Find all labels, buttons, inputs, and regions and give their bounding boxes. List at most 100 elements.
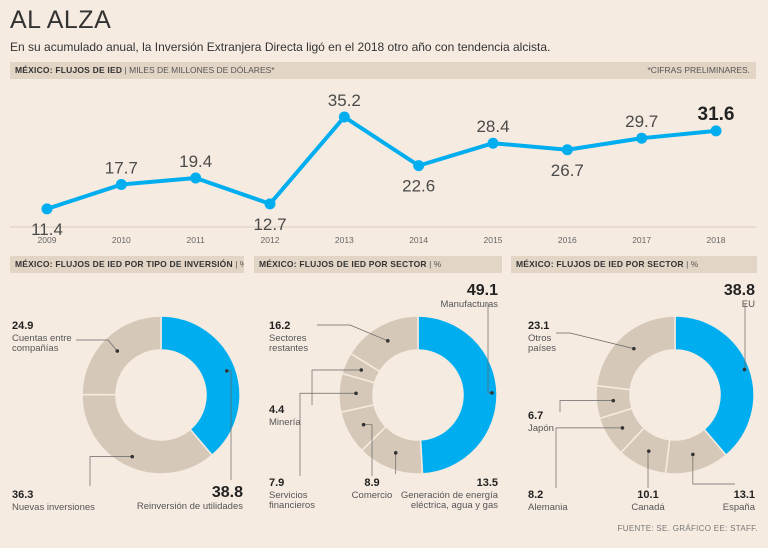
donut-pais-slice-6 [595, 315, 676, 391]
donut-pais-name-6-line-2: países [528, 343, 556, 354]
data-label-2013: 35.2 [328, 91, 361, 110]
donut-pais-value-3: 10.1 [637, 489, 658, 501]
donut-sector-name-2-line-1: Generación de energía [401, 490, 499, 501]
data-point-2017 [636, 132, 648, 144]
donut-unit-tipo: % [240, 259, 244, 269]
donut-sector-leader-5 [311, 369, 362, 405]
donut-pais-leader-dot-4 [620, 426, 625, 430]
donut-sector-value-1: 49.1 [467, 282, 498, 299]
donut-sector-name-5: Minería [269, 417, 301, 428]
donut-header-tipo: MÉXICO: FLUJOS DE IED POR TIPO DE INVERS… [10, 256, 244, 273]
donut-sector-value-3: 8.9 [364, 477, 379, 489]
donut-tipo-slice-2 [81, 393, 214, 475]
donut-pais-leader-4 [555, 427, 623, 488]
donut-title-pais: MÉXICO: FLUJOS DE IED POR SECTOR [516, 259, 684, 269]
data-label-2014: 22.6 [402, 177, 435, 196]
donut-pais-name-3: Canadá [631, 502, 665, 513]
donut-sector-leader-dot-2 [393, 451, 398, 455]
data-label-2015: 28.4 [476, 117, 509, 136]
donut-unit-pais: % [690, 259, 699, 269]
donut-sector-leader-6 [317, 324, 388, 342]
x-tick-label-2017: 2017 [632, 235, 651, 245]
donut-sector-leader-dot-5 [359, 368, 364, 372]
x-tick-label-2015: 2015 [484, 235, 503, 245]
donut-pais-leader-5 [559, 400, 614, 412]
donut-sector-slice-6 [349, 315, 419, 373]
donut-pais-leader-2 [692, 454, 735, 485]
donut-sector-value-6: 16.2 [269, 320, 290, 332]
donut-pais-leader-dot-6 [632, 346, 636, 351]
donut-sector-name-6-line-2: restantes [269, 343, 308, 354]
donut-pais-value-2: 13.1 [734, 489, 755, 501]
donut-tipo-leader-3 [76, 339, 118, 352]
donut-sector-name-1: Manufacturas [440, 299, 498, 310]
line-chart-header: MÉXICO: FLUJOS DE IED | MILES DE MILLONE… [10, 62, 756, 79]
donut-sector-name-3: Comercio [352, 490, 393, 501]
donut-tipo-value-3: 24.9 [12, 320, 33, 332]
donut-sector-value-2: 13.5 [477, 477, 498, 489]
x-tick-label-2018: 2018 [707, 235, 726, 245]
line-chart-title: MÉXICO: FLUJOS DE IED [15, 65, 123, 75]
donut-sector-name-4-line-1: Servicios [269, 490, 308, 501]
donut-tipo-name-3-line-2: compañías [12, 343, 59, 354]
data-label-2011: 19.4 [179, 152, 212, 171]
donut-tipo-slice-3 [81, 315, 162, 396]
donut-tipo-leader-dot-2 [130, 454, 135, 459]
donut-tipo-leader-dot-1 [224, 369, 229, 373]
donut-pais-leader-dot-2 [691, 452, 695, 457]
line-chart-unit: MILES DE MILLONES DE DÓLARES* [129, 65, 275, 75]
data-label-2018: 31.6 [698, 104, 735, 125]
donut-sector-slice-1 [417, 315, 498, 475]
donut-pais-slice-1 [674, 315, 755, 457]
donut-title-tipo: MÉXICO: FLUJOS DE IED POR TIPO DE INVERS… [15, 259, 233, 269]
x-tick-label-2016: 2016 [558, 235, 577, 245]
donut-pais-name-6-line-1: Otros [528, 333, 551, 344]
donut-sector-name-6-line-1: Sectores [269, 333, 307, 344]
series-line [46, 114, 717, 211]
line-chart-note: *CIFRAS PRELIMINARES. [647, 65, 751, 75]
donut-pais-value-6: 23.1 [528, 320, 549, 332]
x-tick-label-2013: 2013 [335, 235, 354, 245]
donut-sector-leader-dot-1 [490, 391, 494, 395]
donut-sector-name-2-line-2: eléctrica, agua y gas [411, 500, 498, 511]
donut-pais-leader-dot-1 [742, 367, 747, 372]
donut-pais-name-1: EU [742, 299, 755, 310]
data-point-2015 [487, 137, 499, 149]
x-tick-label-2011: 2011 [187, 235, 206, 245]
donut-header-pais: MÉXICO: FLUJOS DE IED POR SECTOR | % [511, 256, 757, 273]
source-note: FUENTE: SE. GRÁFICO EE: STAFF. [617, 524, 758, 533]
x-tick-label-2009: 2009 [38, 235, 57, 245]
data-point-2018 [710, 125, 722, 137]
donut-tipo-name-2: Nuevas inversiones [12, 502, 95, 513]
data-label-2016: 26.7 [551, 161, 584, 180]
donut-pais-leader-dot-5 [611, 398, 616, 403]
data-label-2017: 29.7 [625, 112, 658, 131]
donut-sector-value-4: 7.9 [269, 477, 284, 489]
data-label-2010: 17.7 [105, 159, 138, 178]
donut-sector-name-4-line-2: financieros [269, 500, 315, 511]
data-point-2010 [115, 179, 127, 191]
data-point-2009 [41, 203, 53, 215]
data-point-2012 [264, 198, 276, 210]
donut-sector-leader-dot-3 [361, 422, 366, 427]
page-title: AL ALZA [10, 6, 112, 34]
donut-tipo-value-2: 36.3 [12, 489, 33, 501]
data-label-2009: 11.4 [31, 220, 63, 239]
page-subtitle: En su acumulado anual, la Inversión Extr… [10, 40, 551, 54]
x-tick-label-2012: 2012 [261, 235, 280, 245]
x-tick-label-2010: 2010 [112, 235, 131, 245]
donut-tipo-name-1: Reinversión de utilidades [137, 501, 243, 512]
data-point-2013 [338, 111, 350, 123]
donut-tipo-slice-1 [160, 315, 241, 457]
donut-tipo-leader-2 [89, 456, 133, 486]
donut-tipo-name-3-line-1: Cuentas entre [12, 333, 72, 344]
donut-sector-value-5: 4.4 [269, 404, 285, 416]
x-tick-label-2014: 2014 [409, 235, 428, 245]
donut-pais-value-1: 38.8 [724, 282, 755, 299]
donut-pais-name-4: Alemania [528, 502, 568, 513]
donut-pais-value-5: 6.7 [528, 410, 543, 422]
donut-sector-leader-3 [363, 424, 373, 476]
donut-pais-leader-6 [556, 332, 634, 349]
donut-header-sector: MÉXICO: FLUJOS DE IED POR SECTOR | % [254, 256, 502, 273]
